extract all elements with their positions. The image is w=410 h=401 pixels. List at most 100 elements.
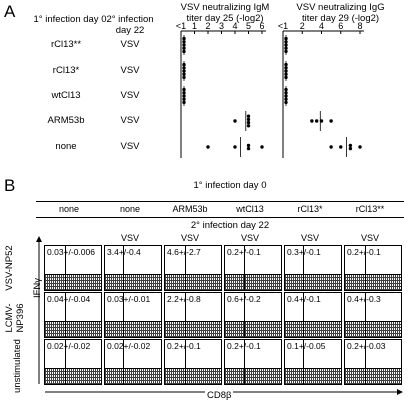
percent-value: 0.03+/-0.006 (47, 247, 95, 257)
primary-row-label: rCl13* (52, 65, 80, 76)
gate-horizontal (165, 321, 221, 322)
gate-vertical (123, 340, 124, 384)
gate-vertical (303, 293, 304, 337)
row-label-unstimulated: unstimulated (12, 333, 23, 399)
gate-horizontal (285, 274, 341, 275)
secondary-col-header: VSV (360, 233, 379, 243)
facs-plot: 0.2+/-0.1 (224, 339, 282, 385)
tick-label: 6 (259, 21, 264, 31)
cell-population (45, 321, 101, 337)
gate-vertical (365, 293, 366, 337)
gate-horizontal (285, 321, 341, 322)
facs-plot: 0.02+/-0.02 (44, 339, 102, 385)
secondary-row-label: VSV (120, 90, 140, 101)
percent-value: 0.2+/-0.1 (347, 247, 381, 257)
primary-row-label: ARM53b (47, 115, 85, 126)
gate-horizontal (45, 321, 101, 322)
facs-plot: 4.6+/-2.7 (164, 245, 222, 291)
y-axis-arrow (36, 236, 42, 384)
facs-plot: 0.3+/-0.1 (284, 245, 342, 291)
gate-vertical (123, 293, 124, 337)
cell-population (105, 274, 161, 290)
tick-label: 8 (357, 21, 362, 31)
percent-value: 0.4+/-0.1 (287, 294, 321, 304)
percent-value: 0.02+/-0.02 (107, 341, 151, 351)
data-point (358, 145, 362, 149)
secondary-col-header: VSV (120, 233, 139, 243)
data-point (246, 124, 251, 128)
facs-plot: 0.6+/-0.2 (224, 292, 282, 338)
secondary-row-label: VSV (120, 141, 140, 152)
facs-plot: 0.4+/-0.3 (344, 292, 402, 338)
gate-vertical (65, 340, 66, 384)
cell-population (165, 321, 221, 337)
gate-horizontal (225, 274, 281, 275)
cell-population (285, 368, 341, 384)
gate-horizontal (285, 368, 341, 369)
gate-vertical (185, 293, 186, 337)
percent-value: 0.03+/-0.01 (107, 294, 151, 304)
cell-population (225, 368, 281, 384)
gate-horizontal (165, 274, 221, 275)
secondary-col-header: VSV (300, 233, 319, 243)
facs-plot: 0.2+/-0.03 (344, 339, 402, 385)
facs-plot: 0.03+/-0.006 (44, 245, 102, 291)
panel-b-letter: B (4, 176, 16, 195)
tick-label: 1 (192, 21, 197, 31)
percent-value: 3.4+/-0.4 (107, 247, 141, 257)
gate-vertical (244, 340, 245, 384)
facs-plot: 2.2+/-0.8 (164, 292, 222, 338)
igm-title: VSV neutralizing IgM titer day 25 (-log2… (170, 2, 280, 24)
gate-vertical (303, 340, 304, 384)
gate-horizontal (105, 274, 161, 275)
gate-vertical (65, 246, 66, 290)
gate-vertical (244, 246, 245, 290)
cell-population (225, 274, 281, 290)
facs-plot: 0.4+/-0.1 (284, 292, 342, 338)
secondary-col-header: VSV (240, 233, 259, 243)
igg-title-line1: VSV neutralizing IgG (296, 2, 385, 13)
tick-label: 5 (246, 21, 251, 31)
b-primary-header: 1° infection day 0 (193, 180, 267, 191)
facs-plot: 0.02+/-0.02 (104, 339, 162, 385)
cell-population (105, 368, 161, 384)
cell-population (45, 368, 101, 384)
gate-vertical (365, 246, 366, 290)
gate-vertical (123, 246, 124, 290)
gate-horizontal (105, 321, 161, 322)
secondary-row-label: VSV (120, 39, 140, 50)
cell-population (345, 274, 401, 290)
gate-horizontal (105, 368, 161, 369)
percent-value: 0.3+/-0.1 (287, 247, 321, 257)
gate-horizontal (165, 368, 221, 369)
b-header-rule-2 (36, 217, 404, 218)
gate-vertical (365, 340, 366, 384)
data-point (339, 145, 343, 149)
facs-plot: 0.1+/-0.05 (284, 339, 342, 385)
data-point (206, 145, 210, 149)
primary-col-header: wtCl13 (236, 204, 264, 214)
data-point (246, 114, 251, 118)
cell-population (285, 274, 341, 290)
cell-population (165, 274, 221, 290)
percent-value: 0.04+/-0.04 (47, 294, 91, 304)
data-point (348, 146, 353, 151)
cell-population (45, 274, 101, 290)
igm-title-line1: VSV neutralizing IgM (180, 2, 270, 13)
facs-plot: 0.2+/-0.1 (344, 245, 402, 291)
tick-label: 6 (338, 21, 343, 31)
data-point (246, 146, 251, 151)
b-header-rule-1 (36, 201, 404, 202)
data-point (246, 143, 251, 148)
tick-label: 4 (232, 21, 237, 31)
cell-population (105, 321, 161, 337)
primary-col-header: rCl13* (297, 204, 323, 214)
percent-value: 0.2+/-0.03 (347, 341, 386, 351)
row-label-text: VSV-NP52 (4, 245, 15, 291)
facs-plot: 0.2+/-0.1 (164, 339, 222, 385)
panel-a-plots: <1 1 2 3 4 5 6 <1 2 4 6 8 (176, 21, 364, 158)
gate-horizontal (45, 368, 101, 369)
panel-a-letter: A (4, 2, 16, 21)
primary-col-header: none (58, 204, 80, 214)
primary-col-header: none (119, 204, 141, 214)
